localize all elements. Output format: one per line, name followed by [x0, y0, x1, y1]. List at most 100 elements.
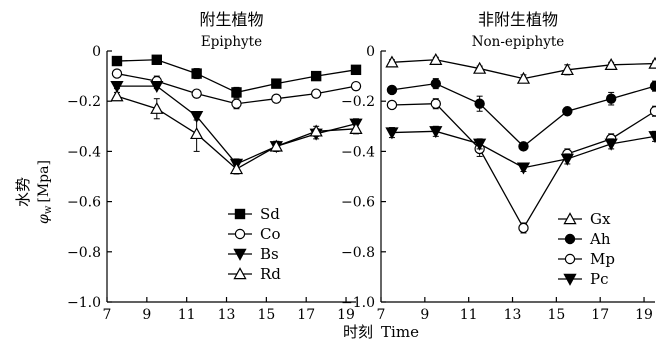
- data-point: [111, 68, 123, 79]
- x-tick-label: 13: [504, 307, 522, 323]
- x-tick-label: 17: [297, 307, 315, 323]
- legend-item-co: Co: [228, 225, 281, 243]
- legend-item-bs: Bs: [228, 245, 279, 263]
- data-point: [429, 126, 443, 139]
- legend-marker: [233, 267, 247, 280]
- data-point: [150, 80, 164, 93]
- y-axis-label: 水势 φw [Mpa]: [14, 160, 54, 224]
- y-tick-label: −1.0: [67, 295, 101, 311]
- legend-label: Co: [260, 225, 281, 243]
- legend-label: Pc: [590, 270, 609, 288]
- legend-marker: [564, 233, 576, 245]
- series-sd: [111, 54, 362, 98]
- y-tick-label: 0: [92, 44, 101, 60]
- y-axis-label-cn: 水势: [14, 177, 32, 207]
- panel-title: 附生植物: [199, 10, 263, 29]
- data-point: [562, 106, 573, 117]
- data-point: [271, 93, 282, 104]
- data-point: [474, 98, 485, 109]
- legend-label: Bs: [260, 245, 279, 263]
- data-point: [430, 78, 441, 89]
- data-point: [560, 62, 574, 76]
- panel-subtitle: Non-epiphyte: [472, 34, 565, 50]
- y-tick-label: −0.8: [341, 245, 375, 261]
- legend-item-gx: Gx: [558, 210, 611, 228]
- legend-item-mp: Mp: [558, 250, 615, 268]
- panel-non-epiphyte: 非附生植物 Non-epiphyte 0 −0.2 −0.4 −0.6 −0.8 −1.07 9…: [341, 10, 656, 323]
- x-tick-label: 7: [103, 307, 112, 323]
- data-point: [386, 84, 398, 96]
- data-point: [518, 141, 529, 152]
- legend-item-sd: Sd: [228, 205, 280, 223]
- legend-marker: [234, 228, 246, 240]
- data-point: [310, 70, 322, 82]
- legend-marker: [233, 248, 247, 261]
- x-tick-label: 15: [257, 307, 275, 323]
- y-axis-label-sub: w: [43, 205, 54, 214]
- data-point: [560, 153, 574, 166]
- series-ah: [386, 78, 656, 152]
- data-point: [190, 126, 204, 140]
- data-point: [191, 68, 202, 79]
- legend-marker: [234, 208, 246, 220]
- series-gx: [385, 52, 656, 84]
- y-tick-label: −0.4: [67, 144, 101, 160]
- data-point: [349, 121, 363, 135]
- data-point: [649, 80, 656, 92]
- data-point: [473, 61, 487, 74]
- y-tick-label: −0.6: [67, 195, 101, 211]
- x-axis-label-en: Time: [381, 323, 419, 341]
- data-point: [429, 52, 443, 65]
- data-point: [605, 93, 617, 104]
- data-point: [473, 138, 487, 151]
- data-point: [516, 71, 531, 84]
- x-tick-label: 17: [591, 307, 609, 323]
- data-point: [271, 78, 282, 89]
- data-point: [110, 80, 124, 93]
- data-point: [231, 98, 242, 109]
- x-tick-label: 9: [142, 307, 151, 323]
- data-point: [649, 106, 656, 117]
- data-point: [648, 131, 656, 144]
- data-point: [518, 222, 529, 234]
- data-point: [430, 98, 441, 109]
- data-point: [110, 89, 124, 102]
- y-tick-label: −0.2: [341, 94, 375, 110]
- legend-label: Mp: [590, 250, 615, 268]
- x-tick-label: 11: [178, 307, 196, 323]
- data-point: [516, 162, 531, 175]
- y-axis-label-phi: φ: [36, 214, 52, 224]
- x-tick-label: 19: [337, 307, 355, 323]
- y-axis-label-symbol: φw [Mpa]: [36, 160, 54, 224]
- legend-item-rd: Rd: [228, 265, 281, 283]
- data-point: [350, 80, 362, 92]
- panel-epiphyte: 附生植物 Epiphyte 0 −0.2 −0.4 −0.6 −0.8 −1.07 9 11 13 1…: [67, 10, 363, 323]
- data-point: [269, 139, 283, 152]
- y-tick-label: 0: [366, 44, 375, 60]
- data-point: [604, 138, 618, 151]
- x-tick-label: 13: [218, 307, 236, 323]
- series-rd: [110, 89, 363, 175]
- data-point: [385, 127, 399, 140]
- data-point: [648, 56, 656, 69]
- legend-label: Ah: [589, 230, 611, 248]
- y-tick-label: −0.2: [67, 94, 101, 110]
- data-point: [151, 54, 162, 65]
- series-pc: [385, 125, 656, 175]
- x-axis-label-cn: 时刻: [343, 323, 373, 341]
- x-tick-label: 7: [377, 307, 386, 323]
- x-tick-label: 9: [420, 307, 429, 323]
- x-tick-label: 15: [547, 307, 565, 323]
- legend-marker: [563, 273, 577, 286]
- data-point: [231, 87, 242, 98]
- legend-marker: [564, 253, 576, 265]
- x-axis-label: 时刻 Time: [343, 323, 419, 341]
- legend-marker: [563, 212, 577, 225]
- x-tick-label: 19: [635, 307, 653, 323]
- legend-item-pc: Pc: [558, 270, 609, 288]
- y-tick-label: −0.4: [341, 144, 375, 160]
- y-axis-label-unit: [Mpa]: [36, 160, 52, 203]
- y-tick-label: −0.6: [341, 195, 375, 211]
- data-point: [604, 57, 618, 71]
